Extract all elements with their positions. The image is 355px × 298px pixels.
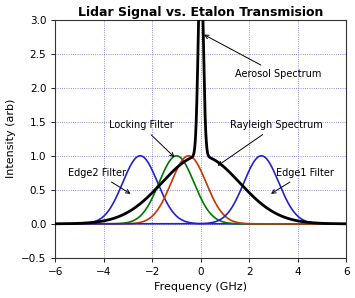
Y-axis label: Intensity (arb): Intensity (arb) — [6, 99, 16, 179]
X-axis label: Frequency (GHz): Frequency (GHz) — [154, 283, 247, 292]
Text: Edge2 Filter: Edge2 Filter — [67, 168, 130, 193]
Text: Rayleigh Spectrum: Rayleigh Spectrum — [218, 120, 323, 165]
Text: Edge1 Filter: Edge1 Filter — [272, 168, 334, 193]
Text: Locking Filter: Locking Filter — [109, 120, 174, 156]
Title: Lidar Signal vs. Etalon Transmision: Lidar Signal vs. Etalon Transmision — [78, 6, 323, 18]
Text: Aerosol Spectrum: Aerosol Spectrum — [205, 35, 321, 79]
